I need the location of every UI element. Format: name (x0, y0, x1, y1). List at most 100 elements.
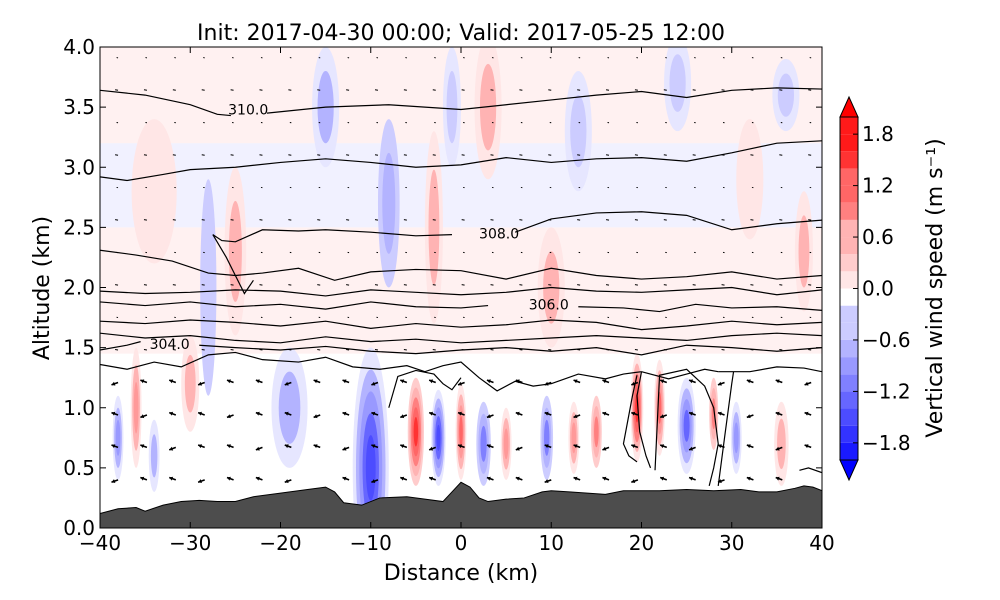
wind-arrow-head (515, 476, 520, 481)
colorbar-segment (840, 185, 858, 203)
wind-arrow (255, 446, 263, 451)
wind-arrow (172, 219, 176, 221)
wind-arrow (428, 476, 437, 481)
wind-arrow (519, 349, 523, 351)
wind-arrow-shaft (721, 89, 725, 91)
wind-arrow-shaft (403, 349, 407, 351)
wind-arrow-shaft (374, 154, 379, 156)
wind-arrow (172, 284, 176, 286)
wind-arrow (115, 154, 119, 156)
wind-arrow-shaft (115, 219, 119, 221)
wind-arrow-head (371, 411, 376, 416)
wind-arrow (692, 284, 696, 286)
wind-cell-ring (503, 428, 509, 460)
wind-arrow (342, 379, 350, 384)
wind-arrow (140, 414, 148, 419)
wind-arrow (779, 284, 783, 286)
wind-cell-ring (184, 354, 196, 413)
wind-arrow (403, 154, 407, 156)
wind-arrow-head (775, 476, 780, 481)
wind-arrow-head (660, 476, 665, 481)
wind-arrow-shaft (374, 89, 379, 91)
wind-arrow (374, 349, 379, 351)
colorbar-tick-label: 0.0 (862, 277, 894, 301)
x-tick-label: 30 (719, 531, 744, 555)
wind-arrow-head (458, 411, 462, 416)
wind-arrow-shaft (403, 89, 407, 91)
wind-arrow (486, 476, 494, 481)
wind-arrow (490, 219, 494, 221)
wind-arrow (746, 414, 754, 419)
wind-arrow-head (746, 444, 751, 449)
wind-cell-19 (224, 167, 247, 336)
colorbar-segment (840, 134, 858, 152)
wind-arrow (717, 411, 725, 416)
wind-arrow (201, 284, 205, 286)
wind-arrow (577, 284, 581, 286)
y-tick-label: 1.0 (63, 396, 95, 420)
wind-arrow (688, 476, 696, 481)
wind-arrow-head (689, 446, 693, 451)
wind-arrow (804, 381, 812, 386)
wind-arrow-shaft (461, 284, 465, 286)
wind-cell-20 (271, 347, 308, 468)
wind-arrow (457, 411, 465, 416)
wind-arrow (548, 349, 552, 351)
wind-arrow (259, 284, 263, 286)
wind-cell-11 (677, 377, 696, 474)
wind-arrow-shaft (259, 154, 263, 156)
wind-arrow-head (429, 411, 434, 416)
colorbar-segment (840, 339, 858, 358)
wind-cell-4 (476, 401, 491, 486)
wind-arrow-head (400, 414, 405, 419)
wind-arrow-head (689, 476, 693, 481)
wind-arrow-head (775, 379, 780, 384)
wind-arrow-shaft (548, 89, 552, 91)
y-tick-label: 4.0 (63, 35, 95, 59)
wind-arrow (746, 379, 754, 384)
wind-arrow-shaft (634, 284, 638, 286)
wind-arrow (659, 414, 668, 419)
wind-arrow (721, 349, 725, 351)
colorbar-tick-label: 0.6 (862, 225, 894, 249)
wind-arrow (371, 444, 379, 449)
wind-arrow (226, 476, 234, 481)
wind-cell-33 (181, 335, 200, 432)
wind-arrow (371, 411, 379, 416)
wind-arrow-head (226, 414, 231, 419)
wind-arrow (573, 414, 581, 419)
y-tick-label: 2.5 (63, 215, 95, 239)
wind-arrow-head (284, 444, 289, 449)
wind-arrow-shaft (288, 219, 292, 221)
wind-arrow-head (717, 444, 722, 449)
wind-arrow-shaft (750, 219, 754, 221)
wind-arrow-shaft (721, 349, 725, 351)
wind-arrow (313, 444, 321, 449)
wind-arrow-shaft (692, 154, 696, 156)
colorbar-segment (840, 271, 858, 289)
wind-arrow (634, 219, 638, 221)
wind-arrow-shaft (317, 219, 321, 221)
wind-arrow-shaft (115, 154, 119, 156)
wind-arrow (226, 379, 234, 384)
x-axis-label: Distance (km) (384, 561, 539, 586)
wind-arrow-shaft (692, 219, 696, 221)
wind-arrow (172, 154, 176, 156)
wind-arrow (779, 219, 783, 221)
wind-arrow (172, 89, 176, 91)
wind-arrow (197, 479, 205, 484)
wind-arrow (255, 411, 263, 416)
wind-arrow-head (198, 444, 203, 449)
colorbar-extend-min (839, 459, 859, 482)
wind-arrow-head (169, 411, 174, 416)
wind-arrow (692, 219, 696, 221)
wind-cell-ring (480, 425, 487, 462)
isentrope-line-20 (641, 368, 719, 380)
wind-arrow (346, 349, 350, 351)
wind-arrow-head (573, 476, 578, 481)
isentrope-line-7 (100, 286, 822, 297)
wind-arrow-shaft (634, 154, 638, 156)
x-tick-label: −30 (169, 531, 211, 555)
wind-arrow-head (140, 476, 145, 481)
wind-cell-13 (730, 401, 742, 474)
